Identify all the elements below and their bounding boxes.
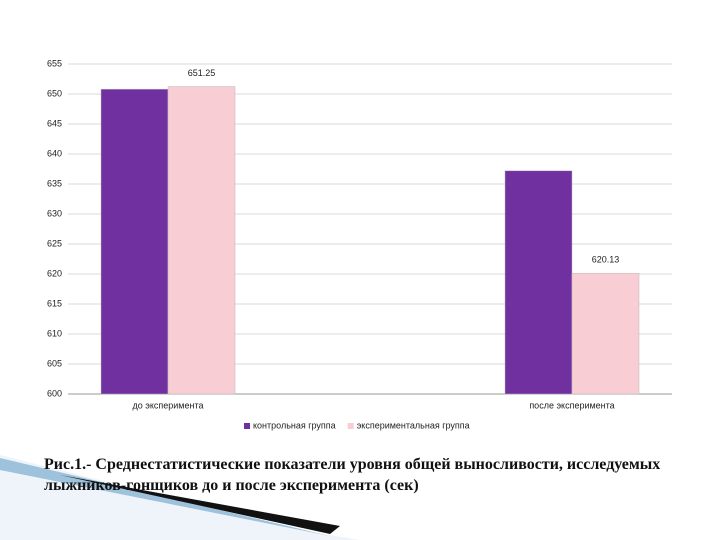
data-label: 620.13 bbox=[592, 255, 620, 265]
y-tick-label: 630 bbox=[47, 208, 62, 218]
y-tick-label: 650 bbox=[47, 88, 62, 98]
bar bbox=[167, 86, 236, 395]
y-tick-label: 645 bbox=[47, 118, 62, 128]
legend-swatch bbox=[347, 423, 354, 429]
caption: Рис.1.- Среднестатистические показатели … bbox=[44, 456, 661, 494]
decor bbox=[60, 475, 340, 534]
y-tick-label: 620 bbox=[47, 268, 62, 278]
y-tick-label: 640 bbox=[47, 148, 62, 158]
y-tick-label: 655 bbox=[47, 58, 62, 68]
y-tick-label: 625 bbox=[47, 238, 62, 248]
decor bbox=[0, 455, 360, 540]
data-label: 651.25 bbox=[188, 68, 216, 78]
y-tick-label: 635 bbox=[47, 178, 62, 188]
legend-swatch bbox=[244, 423, 250, 429]
y-tick-label: 615 bbox=[47, 298, 62, 308]
bar bbox=[504, 170, 573, 395]
x-tick-label: после эксперимента bbox=[529, 400, 614, 410]
bar bbox=[571, 272, 640, 395]
x-tick-label: до эксперимента bbox=[133, 400, 204, 410]
y-tick-label: 600 bbox=[47, 388, 62, 398]
y-tick-label: 605 bbox=[47, 358, 62, 368]
legend-label: экспериментальная группа bbox=[357, 420, 470, 430]
legend-label: контрольная группа bbox=[253, 420, 336, 430]
y-tick-label: 610 bbox=[47, 328, 62, 338]
bar bbox=[100, 88, 169, 395]
